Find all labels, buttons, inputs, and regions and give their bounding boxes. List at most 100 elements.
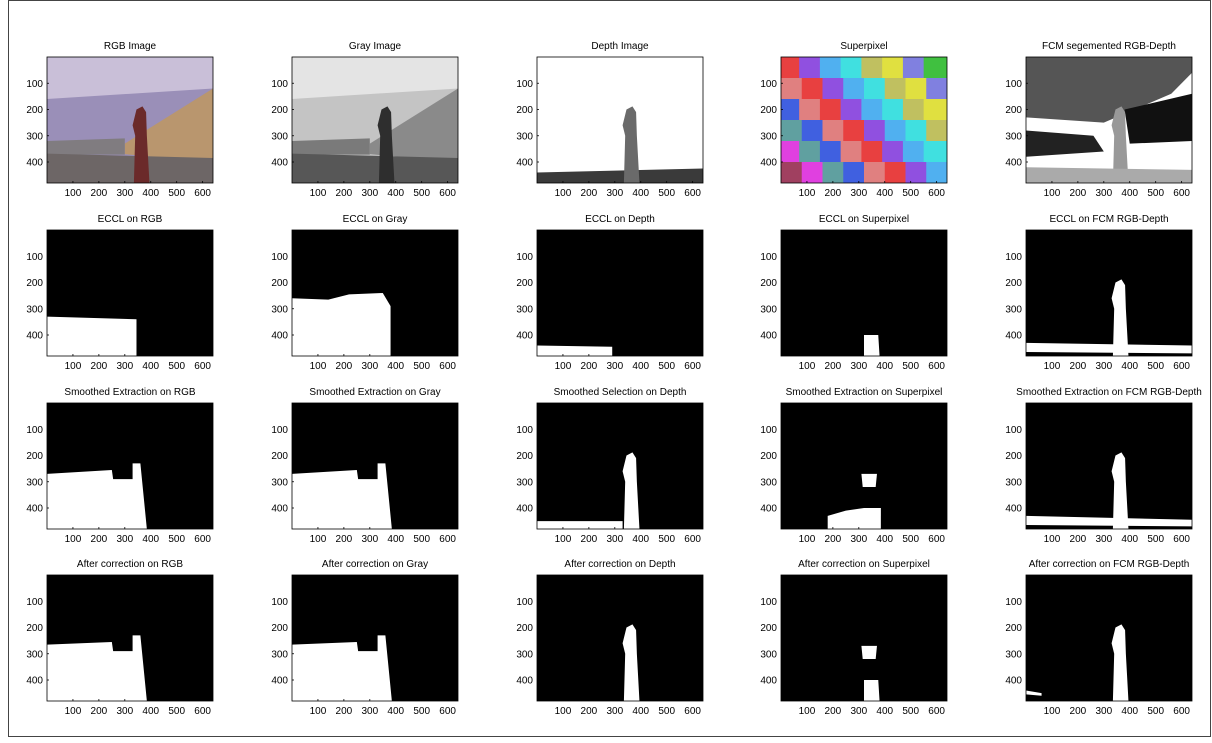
y-tick-label: 300: [26, 477, 43, 488]
y-tick-label: 100: [760, 425, 777, 436]
y-tick-label: 300: [516, 649, 533, 660]
x-tick-label: 100: [65, 188, 82, 199]
superpixel: [903, 99, 926, 121]
y-tick-label: 400: [26, 676, 43, 687]
x-tick-label: 300: [1095, 706, 1112, 717]
x-tick-label: 600: [1173, 188, 1190, 199]
x-tick-label: 400: [632, 361, 649, 372]
x-tick-label: 400: [387, 534, 404, 545]
superpixel: [843, 120, 866, 142]
y-tick-label: 300: [271, 131, 288, 142]
y-tick-label: 100: [271, 425, 288, 436]
x-tick-label: 600: [928, 361, 945, 372]
panel-title: ECCL on Gray: [343, 214, 408, 225]
x-tick-label: 600: [194, 534, 211, 545]
x-tick-label: 600: [194, 188, 211, 199]
superpixel: [778, 99, 801, 121]
y-tick-label: 300: [760, 477, 777, 488]
panel-image: [47, 57, 213, 183]
x-tick-label: 600: [928, 534, 945, 545]
panel-title: After correction on RGB: [77, 559, 183, 570]
x-tick-label: 500: [168, 188, 185, 199]
x-tick-label: 500: [902, 706, 919, 717]
y-tick-label: 400: [26, 504, 43, 515]
y-tick-label: 200: [760, 105, 777, 116]
image-region: [47, 138, 125, 154]
panel-title: ECCL on Superpixel: [819, 214, 909, 225]
superpixel: [841, 141, 864, 163]
panel-image: [47, 575, 213, 701]
panel-title: RGB Image: [104, 41, 157, 52]
superpixel: [906, 120, 929, 142]
image-background: [537, 403, 703, 529]
y-tick-label: 400: [1005, 158, 1022, 169]
x-tick-label: 600: [194, 706, 211, 717]
superpixel: [885, 78, 908, 100]
x-tick-label: 100: [65, 534, 82, 545]
x-tick-label: 300: [116, 361, 133, 372]
x-tick-label: 100: [310, 534, 327, 545]
panel: ECCL on FCM RGB-Depth1002003004005006001…: [1005, 214, 1192, 372]
x-tick-label: 300: [361, 534, 378, 545]
x-tick-label: 300: [361, 706, 378, 717]
x-tick-label: 600: [1173, 534, 1190, 545]
superpixel: [926, 120, 949, 142]
panel: Gray Image100200300400500600100200300400: [271, 41, 458, 199]
y-tick-label: 200: [760, 278, 777, 289]
x-tick-label: 200: [825, 361, 842, 372]
x-tick-label: 200: [1070, 706, 1087, 717]
panel-title: Depth Image: [591, 41, 649, 52]
y-tick-label: 300: [26, 649, 43, 660]
y-tick-label: 200: [1005, 451, 1022, 462]
y-tick-label: 200: [26, 451, 43, 462]
y-tick-label: 300: [760, 649, 777, 660]
panel-title: After correction on Superpixel: [798, 559, 930, 570]
x-tick-label: 500: [168, 706, 185, 717]
superpixel: [823, 78, 846, 100]
superpixel: [926, 162, 949, 184]
x-tick-label: 200: [1070, 188, 1087, 199]
x-tick-label: 500: [902, 361, 919, 372]
x-tick-label: 200: [825, 534, 842, 545]
x-tick-label: 400: [387, 188, 404, 199]
x-tick-label: 500: [658, 706, 675, 717]
x-tick-label: 300: [1095, 188, 1112, 199]
x-tick-label: 500: [413, 706, 430, 717]
y-tick-label: 100: [26, 597, 43, 608]
panel-image: [781, 403, 947, 529]
panel: Smoothed Extraction on Superpixel1002003…: [760, 387, 947, 545]
y-tick-label: 300: [1005, 304, 1022, 315]
x-tick-label: 300: [116, 706, 133, 717]
panel: Superpixel100200300400500600100200300400: [760, 41, 949, 199]
y-tick-label: 400: [271, 676, 288, 687]
image-region: [537, 521, 623, 529]
panel-image: [292, 230, 458, 356]
x-tick-label: 400: [876, 706, 893, 717]
x-tick-label: 600: [194, 361, 211, 372]
y-tick-label: 100: [1005, 597, 1022, 608]
y-tick-label: 400: [271, 331, 288, 342]
panel-image: [537, 57, 703, 183]
x-tick-label: 400: [142, 706, 159, 717]
image-background: [537, 57, 703, 183]
x-tick-label: 200: [581, 706, 598, 717]
x-tick-label: 100: [799, 361, 816, 372]
superpixel: [861, 57, 884, 79]
y-tick-label: 200: [271, 278, 288, 289]
x-tick-label: 300: [606, 361, 623, 372]
superpixel: [781, 162, 804, 184]
panel-title: After correction on Depth: [564, 559, 675, 570]
image-region: [861, 474, 877, 487]
y-tick-label: 100: [760, 79, 777, 90]
x-tick-label: 400: [1121, 706, 1138, 717]
x-tick-label: 400: [387, 706, 404, 717]
y-tick-label: 400: [1005, 331, 1022, 342]
image-region: [47, 154, 213, 183]
panel: Smoothed Selection on Depth1002003004005…: [516, 387, 703, 545]
y-tick-label: 300: [26, 304, 43, 315]
y-tick-label: 300: [271, 304, 288, 315]
superpixel: [924, 99, 947, 121]
